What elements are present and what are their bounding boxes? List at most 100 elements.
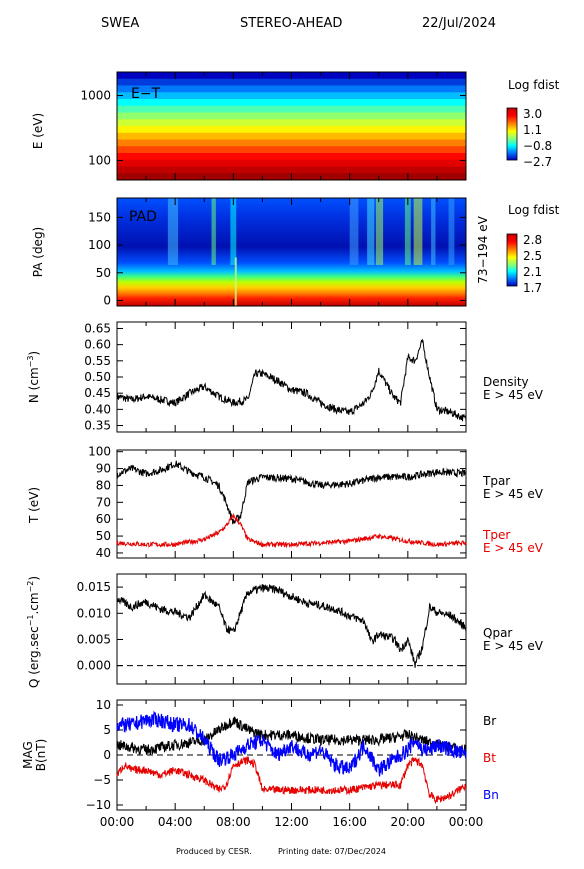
printing-date: Printing date: 07/Dec/2024	[278, 847, 386, 856]
density-panel: 0.65 0.60 0.55 0.50 0.45 0.40 0.35 N (cm−3) De…	[26, 321, 544, 432]
energy-time-heatmap-row	[117, 132, 466, 140]
heat-flux-yticks: 0.015 0.010 0.005 0.000	[77, 580, 466, 673]
magnetic-field-axis-label-bottom: B(nT)	[34, 739, 48, 772]
xtick-label: 00:00	[449, 815, 484, 829]
energy-time-heatmap-row	[117, 85, 466, 93]
temperature-axis-label: T (eV)	[27, 487, 41, 524]
xtick-label: 12:00	[274, 815, 309, 829]
tper-legend-energy: E > 45 eV	[483, 541, 544, 555]
ytick-label: 0.55	[84, 354, 111, 368]
pitch-angle-panel: PAD 150 100 50 0 PA (deg) 73−194 eV Log fdi…	[31, 197, 560, 307]
ytick-label: −5	[93, 773, 111, 787]
energy-colorbar-label: −0.8	[523, 139, 552, 153]
pad-colorbar	[506, 233, 518, 287]
energy-time-heatmap-row	[117, 139, 466, 147]
pitch-angle-streaks	[167, 198, 455, 306]
pad-colorbar-label: 2.1	[523, 265, 542, 279]
pitch-angle-streak	[211, 198, 216, 265]
ytick-label: 80	[96, 478, 111, 492]
energy-time-yticks: 1000 100	[80, 88, 466, 167]
qpar-series-line	[116, 583, 467, 668]
energy-colorbar-title: Log fdist	[508, 78, 560, 92]
ytick-label: 0.015	[77, 580, 111, 594]
pitch-angle-streak	[375, 198, 384, 265]
density-legend: Density	[483, 375, 529, 389]
bt-legend: Bt	[483, 751, 496, 765]
tpar-legend-energy: E > 45 eV	[483, 487, 544, 501]
ytick-label: 70	[96, 495, 111, 509]
energy-time-label: E−T	[131, 86, 161, 102]
energy-axis-label: E (eV)	[31, 113, 45, 149]
pitch-angle-label: PAD	[129, 209, 157, 225]
ytick-label: −10	[86, 798, 111, 812]
produced-by: Produced by CESR.	[176, 847, 252, 856]
qpar-legend: Qpar	[483, 626, 512, 640]
pitch-angle-streak	[349, 198, 359, 265]
ytick-label: 0.005	[77, 632, 111, 646]
time-axis-ticks	[116, 72, 467, 810]
pitch-angle-streak	[413, 198, 423, 265]
density-axis-label: N (cm−3)	[26, 351, 41, 403]
heat-flux-frame	[116, 573, 467, 685]
energy-time-heatmap-row	[117, 112, 466, 120]
pad-colorbar-title: Log fdist	[508, 203, 560, 217]
tpar-legend: Tpar	[482, 474, 510, 488]
spacecraft-title: STEREO-AHEAD	[240, 16, 342, 31]
energy-time-heatmap-row	[117, 153, 466, 161]
ytick-label: 100	[88, 445, 111, 459]
energy-time-heatmap-row	[117, 78, 466, 86]
instrument-title: SWEA	[101, 16, 139, 31]
magnetic-field-axis-label-top: MAG	[21, 741, 35, 769]
ytick-label: 0.60	[84, 338, 111, 352]
ytick-label: 50	[96, 266, 111, 280]
energy-time-heatmap-row	[117, 159, 466, 167]
xtick-label: 08:00	[216, 815, 251, 829]
ytick-label: 90	[96, 462, 111, 476]
magnetic-field-panel: 10 5 0 −5 −10 MAG B(nT) Br Bt Bn	[21, 698, 499, 812]
energy-time-heatmap-row	[117, 92, 466, 100]
ytick-label: 40	[96, 546, 111, 560]
heat-flux-axis-label: Q (erg.sec−1.cm−2)	[26, 576, 41, 688]
ytick-label: 60	[96, 512, 111, 526]
ytick-label: 50	[96, 529, 111, 543]
ytick-label: 100	[88, 238, 111, 252]
pitch-angle-streak	[448, 198, 455, 265]
ytick-label: 100	[88, 153, 111, 167]
bn-legend: Bn	[483, 788, 499, 802]
pitch-angle-streak	[230, 198, 237, 265]
energy-time-heatmap-row	[117, 146, 466, 154]
br-series-line	[116, 716, 467, 756]
tpar-series-line	[116, 460, 467, 525]
ytick-label: 5	[103, 723, 111, 737]
date-title: 22/Jul/2024	[422, 16, 496, 31]
density-frame	[116, 321, 467, 433]
energy-colorbar-label: −2.7	[523, 155, 552, 169]
density-yticks: 0.65 0.60 0.55 0.50 0.45 0.40 0.35	[84, 321, 466, 433]
energy-time-heatmap-row	[117, 119, 466, 127]
ytick-label: 1000	[80, 88, 111, 102]
tper-series-line	[116, 512, 467, 549]
pitch-angle-streak	[367, 198, 375, 265]
energy-range-label: 73−194 eV	[476, 215, 490, 283]
tper-legend: Tper	[482, 528, 510, 542]
temperature-yticks: 100 90 80 70 60 50 40	[88, 445, 466, 560]
temperature-panel: 100 90 80 70 60 50 40 T (eV) Tpar E > 45 eV Tp…	[27, 445, 544, 560]
density-legend-energy: E > 45 eV	[483, 388, 544, 402]
bn-series-line	[116, 710, 467, 777]
bt-series-line	[116, 756, 467, 805]
pitch-angle-streak	[431, 198, 436, 265]
ytick-label: 0.40	[84, 402, 111, 416]
energy-colorbar-label: 3.0	[523, 107, 542, 121]
xtick-label: 16:00	[332, 815, 367, 829]
xtick-label: 00:00	[100, 815, 135, 829]
pad-colorbar-label: 1.7	[523, 281, 542, 295]
energy-time-heatmap-row	[117, 126, 466, 134]
energy-time-panel: E−T 1000 100 E (eV) Log fdist 3.0 1.1 −0.…	[31, 71, 560, 181]
ytick-label: 0	[103, 293, 111, 307]
pitch-angle-axis-label: PA (deg)	[31, 227, 45, 277]
pad-colorbar-label: 2.8	[523, 233, 542, 247]
xtick-label: 04:00	[158, 815, 193, 829]
